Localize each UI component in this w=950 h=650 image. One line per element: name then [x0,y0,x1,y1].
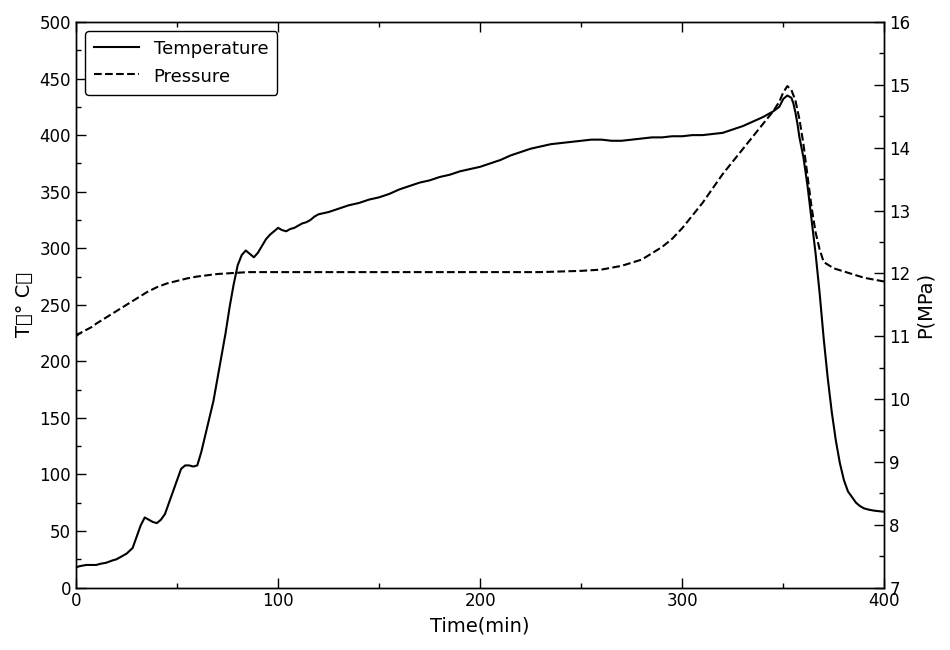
Temperature [757,113,769,121]
Y-axis label: P(MPa): P(MPa) [916,272,935,338]
Temperature [596,136,607,144]
Pressure [81,326,92,334]
Pressure [773,98,785,106]
Pressure [879,278,890,285]
Pressure [782,82,793,90]
Pressure [667,235,678,242]
Legend: Temperature, Pressure: Temperature, Pressure [86,31,277,95]
Line: Temperature: Temperature [76,96,884,567]
Temperature [305,216,316,224]
Pressure [70,332,82,340]
Temperature [879,508,890,515]
Temperature [696,131,708,139]
Temperature [414,179,426,187]
X-axis label: Time(min): Time(min) [430,616,530,635]
Pressure [252,268,263,276]
Line: Pressure: Pressure [76,86,884,336]
Y-axis label: T（° C）: T（° C） [15,272,34,337]
Pressure [848,271,860,279]
Temperature [70,564,82,571]
Temperature [782,92,793,99]
Pressure [515,268,526,276]
Temperature [224,303,236,311]
